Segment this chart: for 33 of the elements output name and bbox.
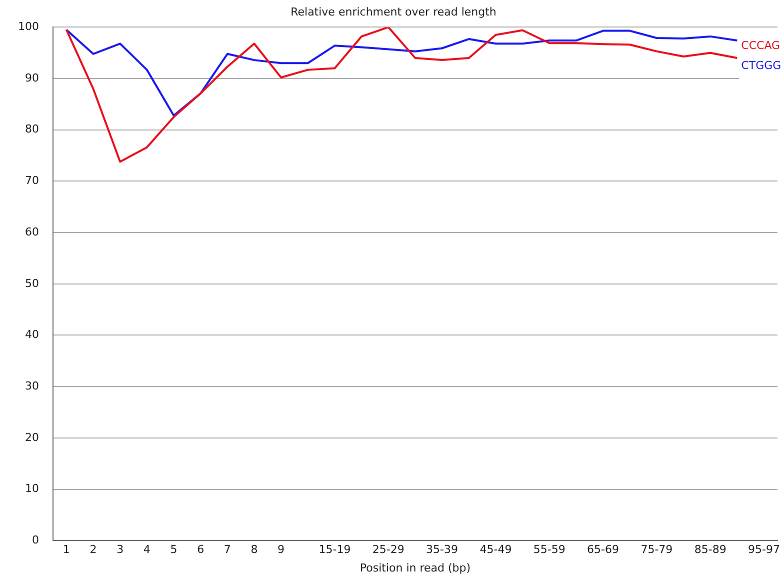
x-tick-label: 8 <box>250 543 258 556</box>
x-tick-label: 55-59 <box>533 543 566 556</box>
series-label: CCCAG <box>741 39 780 52</box>
y-tick-label: 10 <box>24 482 39 496</box>
x-tick-label: 45-49 <box>480 543 512 556</box>
x-tick-label: 25-29 <box>372 543 404 556</box>
y-tick-label: 90 <box>24 71 39 84</box>
y-tick-label: 50 <box>24 276 39 290</box>
y-tick-label: 40 <box>24 328 39 342</box>
x-tick-label: 6 <box>197 543 204 556</box>
x-tick-label: 65-69 <box>587 543 620 556</box>
y-tick-label: 100 <box>18 20 39 34</box>
x-tick-label: 2 <box>90 543 97 556</box>
series-label: CTGGG <box>741 59 782 72</box>
x-tick-label: 9 <box>278 543 285 556</box>
chart-title: Relative enrichment over read length <box>290 5 496 18</box>
y-tick-label: 80 <box>24 122 39 136</box>
x-tick-label: 75-79 <box>640 543 673 556</box>
x-tick-label: 85-89 <box>694 543 726 556</box>
y-tick-label: 0 <box>32 533 39 546</box>
x-tick-label: 95-97 <box>748 543 780 556</box>
x-tick-label: 3 <box>116 543 124 556</box>
x-axis-title: Position in read (bp) <box>360 561 471 574</box>
x-tick-label: 1 <box>62 543 70 556</box>
x-tick-label: 35-39 <box>426 543 458 556</box>
x-tick-label: 15-19 <box>318 543 351 556</box>
y-tick-label: 20 <box>24 430 39 444</box>
x-tick-label: 5 <box>170 543 178 556</box>
x-tick-label: 4 <box>143 543 150 556</box>
y-tick-label: 60 <box>24 225 39 238</box>
y-tick-label: 30 <box>24 379 39 392</box>
y-tick-label: 70 <box>24 174 39 188</box>
x-tick-label: 7 <box>224 543 231 556</box>
